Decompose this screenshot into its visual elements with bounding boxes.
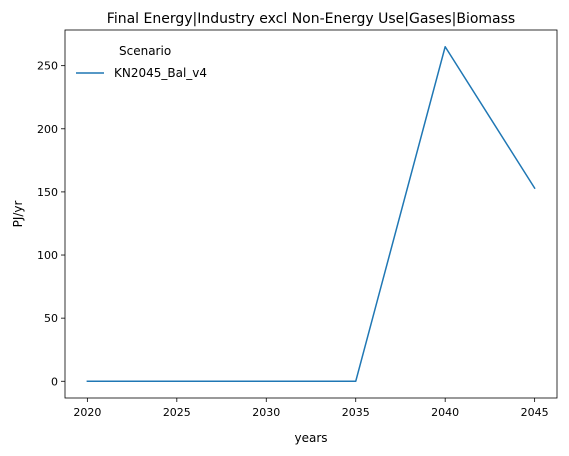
- legend-title: Scenario: [119, 44, 171, 58]
- x-tick-label: 2040: [431, 406, 459, 419]
- series-line-KN2045_Bal_v4: [86, 45, 536, 383]
- y-tick-label: 250: [37, 60, 58, 73]
- legend-entry: KN2045_Bal_v4: [114, 66, 207, 80]
- x-tick-label: 2035: [342, 406, 370, 419]
- y-tick-label: 150: [37, 186, 58, 199]
- y-axis-label: PJ/yr: [11, 201, 25, 228]
- x-tick-label: 2030: [252, 406, 280, 419]
- y-tick-label: 100: [37, 249, 58, 262]
- x-tick-label: 2020: [73, 406, 101, 419]
- x-axis-ticks: 2020 2025 2030 2035 2040 2045: [73, 398, 549, 419]
- x-axis-label: years: [294, 431, 327, 445]
- y-tick-label: 200: [37, 123, 58, 136]
- x-tick-label: 2025: [163, 406, 191, 419]
- y-tick-label: 50: [44, 312, 58, 325]
- series-layer: [86, 45, 536, 383]
- x-tick-label: 2045: [521, 406, 549, 419]
- y-axis-ticks: 0 50 100 150 200 250: [37, 60, 65, 388]
- plot-frame: [64, 29, 558, 399]
- y-tick-label: 0: [51, 375, 58, 388]
- chart-title: Final Energy|Industry excl Non-Energy Us…: [107, 11, 515, 27]
- legend: Scenario KN2045_Bal_v4: [76, 44, 207, 80]
